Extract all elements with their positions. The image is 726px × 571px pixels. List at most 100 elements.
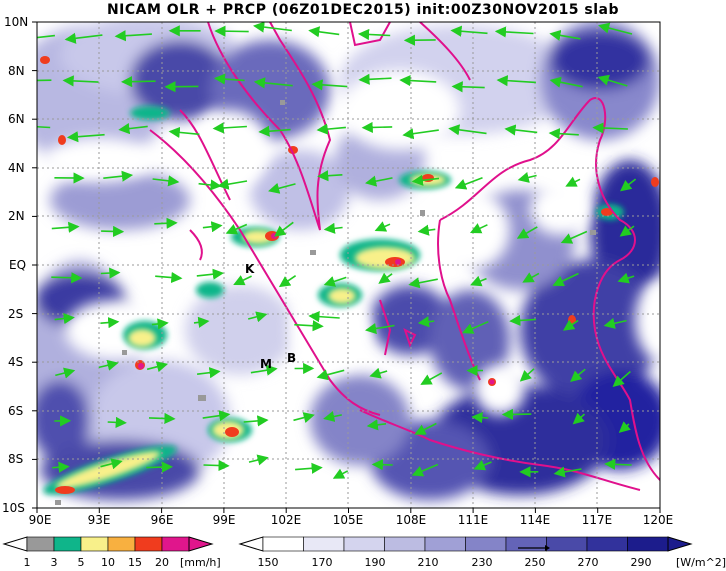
wind-arrow xyxy=(618,421,631,433)
precip-colorbar-right-arrow xyxy=(188,536,214,552)
olr-colorbar-left-arrow xyxy=(238,536,264,552)
wind-arrow xyxy=(332,468,349,479)
x-tick-label: 114E xyxy=(520,513,551,527)
wind-arrow xyxy=(203,459,230,472)
y-tick-label: 6N xyxy=(8,112,25,126)
wind-arrow xyxy=(64,32,103,44)
wind-arrow xyxy=(548,128,579,140)
wind-arrow xyxy=(365,175,393,187)
wind-arrow xyxy=(323,276,347,287)
wind-arrow xyxy=(193,316,210,328)
x-tick-label: 117E xyxy=(582,513,613,527)
wind-arrow xyxy=(152,175,180,187)
y-tick-label: 4S xyxy=(8,355,23,369)
wind-arrow xyxy=(54,313,75,325)
precip-colorbar-swatch xyxy=(80,536,109,552)
wind-arrow xyxy=(196,268,224,280)
olr-colorbar-swatch xyxy=(465,536,507,552)
x-axis-labels: 90E 93E 96E 99E 102E 105E 108E 111E 114E… xyxy=(29,513,674,527)
olr-colorbar-swatch xyxy=(303,536,345,552)
wind-arrow xyxy=(570,368,586,383)
wind-arrow xyxy=(278,275,297,288)
wind-arrow xyxy=(496,75,536,87)
olr-colorbar-swatch xyxy=(343,536,385,552)
wind-arrow xyxy=(494,26,534,38)
x-tick-label: 120E xyxy=(643,513,674,527)
wind-arrow xyxy=(225,223,248,235)
wind-arrow xyxy=(402,128,439,140)
wind-arrow xyxy=(414,422,437,435)
wind-arrow xyxy=(217,178,248,190)
x-tick-label: 90E xyxy=(29,513,52,527)
olr-colorbar-swatch xyxy=(586,536,628,552)
place-label-b: B xyxy=(287,351,296,365)
wind-arrow xyxy=(365,323,395,335)
olr-colorbar: 150 170 190 210 230 250 270 290 [W/m^2] xyxy=(238,536,726,569)
wind-arrow xyxy=(417,316,435,328)
olr-colorbar-swatch xyxy=(627,536,669,552)
wind-arrow xyxy=(294,320,324,332)
wind-arrow xyxy=(620,178,637,192)
wind-arrow xyxy=(549,76,583,88)
wind-arrow xyxy=(357,28,391,41)
wind-arrow xyxy=(552,272,579,287)
wind-arrow xyxy=(248,454,269,466)
wind-arrow xyxy=(154,217,178,229)
wind-arrow xyxy=(146,461,173,473)
wind-arrow xyxy=(253,77,293,89)
wind-arrow xyxy=(462,320,489,334)
wind-arrow xyxy=(509,314,537,327)
y-tick-label: 6S xyxy=(8,404,23,418)
wind-arrow xyxy=(371,459,393,471)
olr-colorbar-label: 170 xyxy=(312,556,333,569)
precip-colorbar-label: 20 xyxy=(155,556,169,569)
x-tick-label: 108E xyxy=(396,513,427,527)
wind-arrow xyxy=(52,461,70,473)
wind-arrow xyxy=(293,412,315,424)
wind-arrow xyxy=(197,367,221,379)
wind-arrow xyxy=(168,126,200,138)
place-label-k: K xyxy=(245,262,255,276)
wind-arrow xyxy=(358,73,392,85)
wind-arrow xyxy=(450,25,488,37)
olr-colorbar-label: 230 xyxy=(472,556,493,569)
wind-arrow xyxy=(243,415,269,427)
y-tick-label: 4N xyxy=(8,161,25,175)
precip-colorbar-label: 10 xyxy=(101,556,115,569)
x-tick-label: 96E xyxy=(151,513,174,527)
y-tick-label: EQ xyxy=(9,258,26,272)
precip-colorbar-left-arrow xyxy=(2,536,28,552)
wind-arrow xyxy=(522,272,540,283)
precip-colorbar-label: 5 xyxy=(78,556,85,569)
wind-arrow xyxy=(361,121,393,134)
wind-arrow xyxy=(323,411,342,423)
wind-arrow xyxy=(308,311,340,323)
wind-arrow xyxy=(592,122,628,134)
y-tick-label: 10S xyxy=(2,501,25,515)
wind-arrow xyxy=(66,131,105,143)
wind-arrow xyxy=(308,26,340,38)
wind-arrow xyxy=(471,411,489,424)
y-tick-label: 2N xyxy=(8,209,25,223)
wind-arrow xyxy=(504,124,538,136)
wind-arrow xyxy=(247,311,268,323)
wind-arrow xyxy=(469,223,488,234)
precip-colorbar-label: 3 xyxy=(51,556,58,569)
y-tick-label: 8S xyxy=(8,452,23,466)
olr-colorbar-label: 250 xyxy=(525,556,546,569)
wind-arrow xyxy=(417,224,436,236)
olr-colorbar-swatch xyxy=(262,536,304,552)
wind-arrow xyxy=(55,367,76,379)
olr-colorbar-label: 210 xyxy=(418,556,439,569)
wind-arrow xyxy=(202,221,223,233)
wind-arrow xyxy=(233,275,252,286)
wind-arrow xyxy=(37,34,55,39)
wind-arrow xyxy=(151,318,169,330)
wind-arrow xyxy=(560,230,588,244)
olr-colorbar-swatch xyxy=(505,536,547,552)
olr-colorbar-swatch xyxy=(384,536,426,552)
wind-arrow xyxy=(323,222,343,234)
wind-arrow xyxy=(107,416,127,428)
place-label-m: M xyxy=(260,357,272,371)
